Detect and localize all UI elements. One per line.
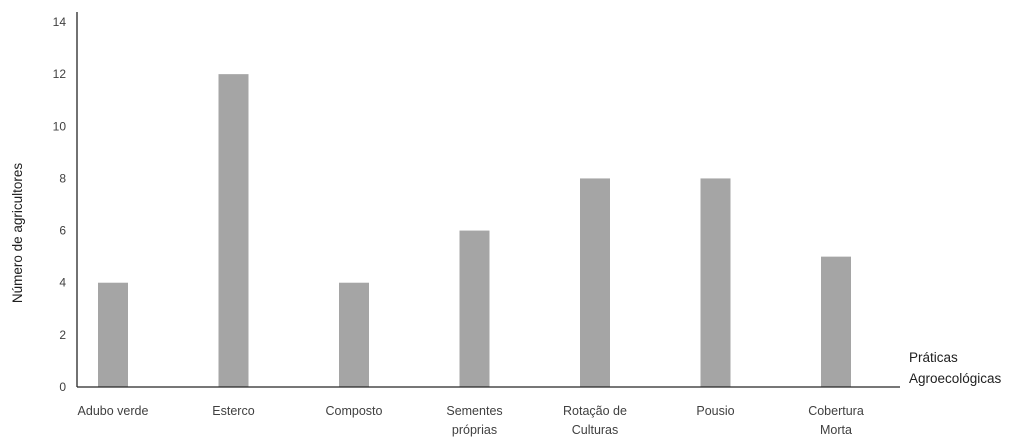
y-tick-label: 0	[59, 380, 66, 394]
x-category-label: próprias	[452, 423, 497, 437]
x-category-label: Esterco	[212, 404, 254, 418]
y-axis-label: Número de agricultores	[10, 163, 25, 304]
y-tick-label: 6	[59, 224, 66, 238]
x-axis-categories: Adubo verde Esterco Composto Sementes própri…	[78, 404, 864, 437]
x-category-label: Pousio	[696, 404, 734, 418]
x-category-label: Sementes	[446, 404, 502, 418]
bar	[821, 256, 851, 387]
x-category-label: Rotação de	[563, 404, 627, 418]
y-tick-label: 10	[53, 119, 67, 133]
bar	[700, 178, 731, 387]
bar	[218, 74, 249, 388]
x-category-label: Adubo verde	[78, 404, 149, 418]
y-tick-label: 2	[59, 328, 66, 342]
x-axis-label: Práticas Agroecológicas	[909, 350, 1002, 386]
x-category-label: Composto	[326, 404, 383, 418]
x-category-label: Morta	[820, 423, 852, 437]
bar	[339, 282, 369, 387]
x-category-label: Cobertura	[808, 404, 864, 418]
x-axis-label-line: Agroecológicas	[909, 371, 1002, 386]
x-axis-label-line: Práticas	[909, 350, 958, 365]
y-tick-label: 14	[53, 15, 67, 29]
bars	[98, 74, 851, 388]
bar	[580, 178, 610, 387]
y-axis-ticks: 0 2 4 6 8 10 12 14	[53, 15, 67, 394]
bar	[98, 282, 128, 387]
bar	[459, 230, 490, 387]
x-category-label: Culturas	[572, 423, 619, 437]
y-tick-label: 8	[59, 171, 66, 185]
y-tick-label: 4	[59, 276, 66, 290]
y-tick-label: 12	[53, 67, 67, 81]
